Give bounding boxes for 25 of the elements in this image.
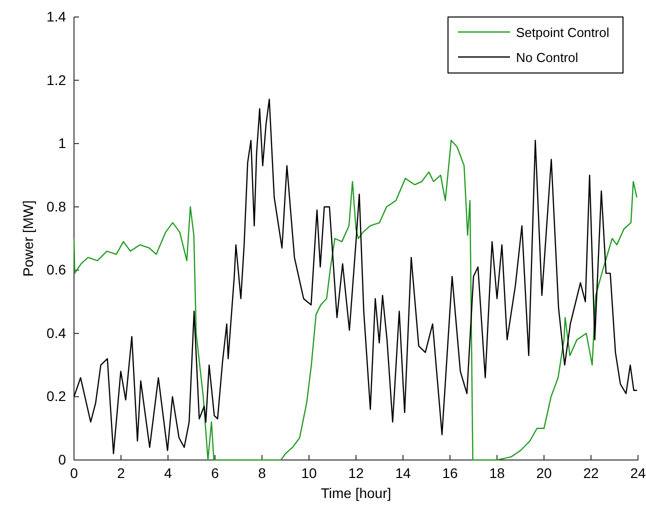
legend-label: No Control [516,50,578,65]
x-tick-label: 8 [258,464,266,481]
y-tick-label: 1.4 [46,8,66,24]
x-tick-label: 10 [301,464,317,481]
legend-label: Setpoint Control [516,25,610,40]
y-tick-label: 0.2 [46,388,66,404]
y-tick-label: 0.6 [46,262,66,278]
y-axis-title: Power [MW] [20,200,36,277]
x-tick-label: 20 [536,464,552,481]
x-tick-label: 14 [395,464,411,481]
y-tick-label: 0 [58,451,66,468]
x-tick-label: 0 [70,464,78,481]
y-tick-label: 0.8 [46,198,66,214]
y-tick-label: 1.2 [46,72,66,88]
x-tick-label: 4 [164,464,172,481]
x-axis-title: Time [hour] [320,485,392,501]
x-tick-label: 2 [117,464,126,481]
y-tick-label: 0.4 [46,324,66,341]
y-tick-label: 1 [58,135,66,152]
x-tick-label: 12 [348,464,364,481]
x-tick-label: 18 [489,464,505,481]
x-tick-label: 22 [583,464,599,481]
x-tick-label: 16 [442,464,458,481]
x-tick-label: 24 [630,464,646,481]
x-tick-label: 6 [211,464,220,481]
